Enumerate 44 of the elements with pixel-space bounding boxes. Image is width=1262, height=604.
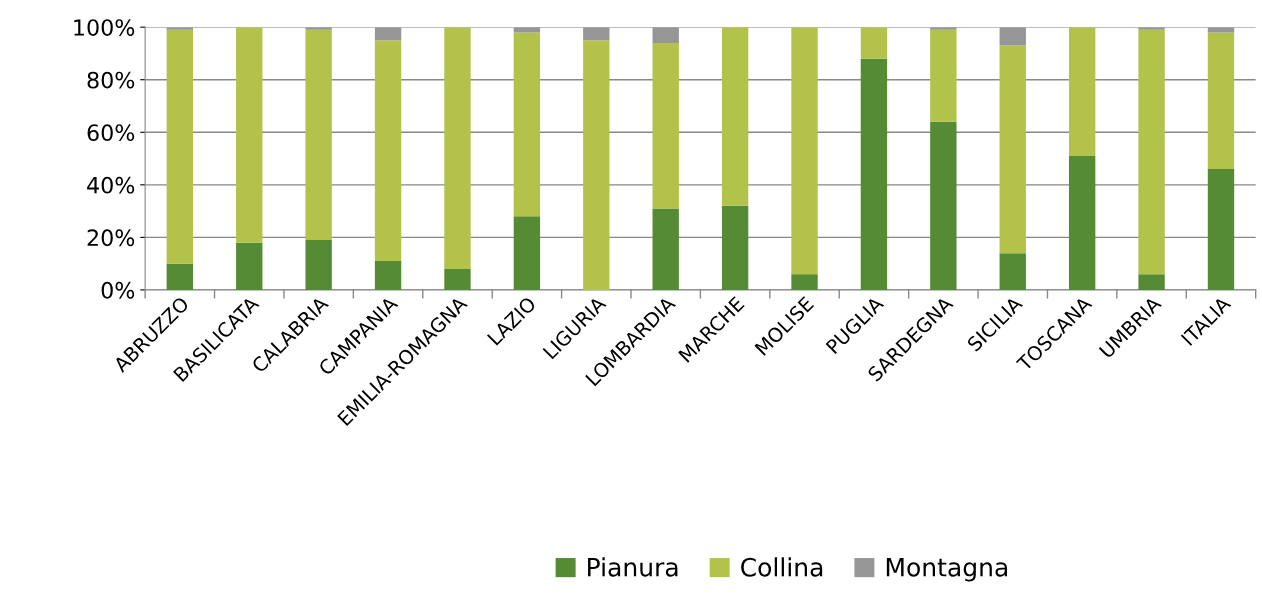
bar <box>166 263 194 290</box>
y-tick-label: 80% <box>87 71 135 89</box>
bar <box>444 27 471 269</box>
bar <box>513 32 541 217</box>
bar <box>652 42 679 209</box>
bar <box>860 58 888 290</box>
legend-label: Montagna <box>886 558 1008 582</box>
y-tick-label: 0% <box>101 281 135 299</box>
bar <box>999 45 1026 254</box>
bar <box>236 242 263 290</box>
bar <box>1138 274 1165 290</box>
bar <box>374 40 402 262</box>
legend-label: Pianura <box>588 557 678 577</box>
bar <box>1068 27 1096 156</box>
bar <box>374 27 402 41</box>
bar <box>860 27 888 59</box>
legend-label: Collina <box>741 557 823 577</box>
bar <box>305 29 332 240</box>
bar <box>652 27 679 43</box>
bar <box>166 29 194 264</box>
bar <box>1138 29 1165 275</box>
bar <box>305 240 332 290</box>
y-tick-label: 100% <box>74 19 135 36</box>
bar <box>721 27 749 206</box>
bar <box>930 29 957 122</box>
bar <box>583 27 610 41</box>
bar <box>930 121 957 290</box>
bar <box>999 253 1026 290</box>
bar <box>1207 32 1235 170</box>
bar <box>236 27 263 243</box>
bar <box>513 216 541 290</box>
bar <box>444 268 471 290</box>
y-tick-label: 20% <box>87 229 135 247</box>
y-tick-label: 60% <box>87 124 135 142</box>
bar <box>1068 155 1096 290</box>
bar <box>583 40 610 290</box>
bar <box>1207 169 1235 290</box>
bar <box>791 27 818 275</box>
y-tick-label: 40% <box>87 176 135 194</box>
bar <box>721 205 749 290</box>
bar <box>791 274 818 290</box>
bar <box>999 27 1026 46</box>
bar <box>374 261 402 290</box>
bar <box>652 208 679 290</box>
